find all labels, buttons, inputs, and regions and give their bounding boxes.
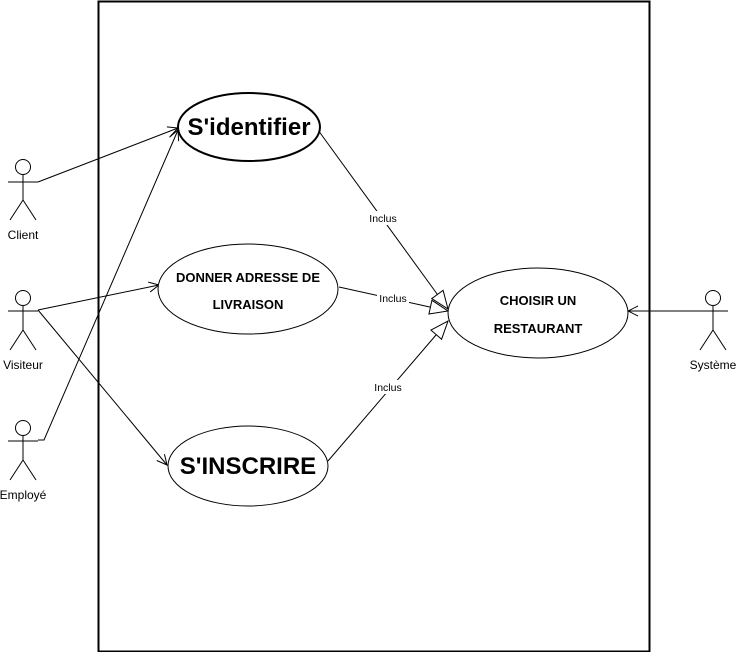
use-case-adresse-label-2: LIVRAISON	[213, 297, 284, 312]
use-case-identifier[interactable]: S'identifier	[177, 92, 321, 162]
use-case-choisir-label-1: CHOISIR UN	[500, 293, 577, 308]
actor-employe[interactable]	[8, 420, 38, 481]
actor-systeme-label: Système	[690, 358, 737, 372]
include-label-adresse: Inclus	[379, 293, 406, 305]
include-label-identifier: Inclus	[369, 213, 396, 225]
associations	[37, 128, 711, 465]
use-case-inscrire[interactable]: S'INSCRIRE	[167, 425, 329, 507]
use-case-identifier-label: S'identifier	[187, 114, 310, 141]
assoc-visiteur-inscrire	[37, 309, 167, 465]
use-case-adresse-label-1: DONNER ADRESSE DE	[176, 270, 320, 285]
include-label-inscrire: Inclus	[374, 382, 401, 394]
actor-visiteur[interactable]	[8, 290, 38, 351]
actor-employe-label: Employé	[0, 488, 47, 502]
assoc-client-identifier	[37, 128, 178, 183]
use-case-adresse-livraison[interactable]: DONNER ADRESSE DE LIVRAISON	[157, 243, 339, 335]
actor-systeme[interactable]	[698, 290, 728, 351]
use-case-choisir-restaurant[interactable]: CHOISIR UN RESTAURANT	[447, 267, 629, 359]
use-case-choisir-label-2: RESTAURANT	[494, 321, 583, 336]
actor-client-label: Client	[8, 228, 39, 242]
assoc-employe-identifier	[38, 130, 178, 441]
use-case-inscrire-label: S'INSCRIRE	[180, 453, 316, 480]
actor-client[interactable]	[8, 159, 38, 221]
actor-visiteur-label: Visiteur	[3, 358, 43, 372]
assoc-visiteur-adresse	[37, 285, 159, 311]
